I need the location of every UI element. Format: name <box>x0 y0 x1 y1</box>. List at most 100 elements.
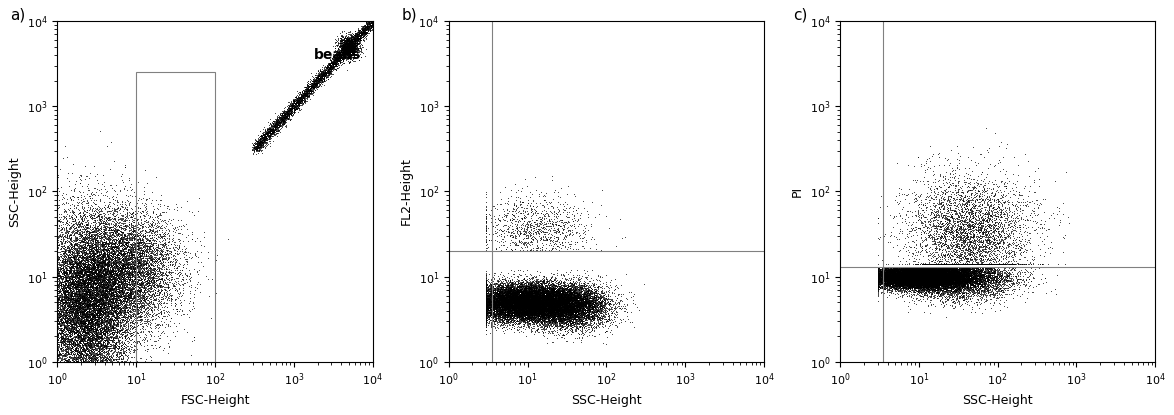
Point <box>295 100 313 107</box>
Point <box>546 300 565 307</box>
Point <box>885 271 904 278</box>
Point <box>607 304 626 311</box>
Point <box>909 280 927 287</box>
Point <box>945 272 964 279</box>
Point <box>53 320 72 327</box>
Point <box>558 315 576 322</box>
Point <box>342 43 360 49</box>
Point <box>100 330 119 337</box>
Point <box>79 298 97 305</box>
Point <box>48 280 67 287</box>
Point <box>533 214 552 221</box>
Point <box>66 352 85 359</box>
Point <box>512 287 531 293</box>
Point <box>500 282 519 288</box>
Point <box>86 319 104 325</box>
Point <box>143 219 162 225</box>
Point <box>542 289 561 296</box>
Point <box>97 283 116 289</box>
Point <box>963 276 981 283</box>
Point <box>48 302 67 309</box>
Point <box>97 293 116 300</box>
Point <box>959 264 978 270</box>
Point <box>521 303 540 310</box>
Point <box>74 273 93 280</box>
Point <box>120 250 139 256</box>
Point <box>976 265 994 271</box>
Point <box>905 269 924 275</box>
Point <box>144 298 163 305</box>
Point <box>490 299 508 305</box>
Point <box>886 275 905 282</box>
Point <box>940 275 959 281</box>
Point <box>328 55 346 62</box>
Point <box>103 325 122 332</box>
Point <box>481 283 500 289</box>
Point <box>514 299 533 306</box>
Point <box>967 281 986 288</box>
Point <box>913 283 932 289</box>
Point <box>491 312 510 319</box>
Point <box>288 101 306 108</box>
Point <box>153 256 171 262</box>
Point <box>76 304 95 311</box>
Point <box>517 306 535 312</box>
Point <box>869 275 888 281</box>
Point <box>493 293 512 299</box>
Point <box>519 290 538 297</box>
Point <box>493 303 512 310</box>
Point <box>50 354 69 360</box>
Point <box>477 247 495 254</box>
Point <box>63 359 82 365</box>
Point <box>72 244 90 250</box>
Point <box>979 272 998 279</box>
Point <box>883 279 902 286</box>
Point <box>94 247 113 254</box>
Point <box>944 279 963 286</box>
Point <box>83 260 102 267</box>
Point <box>93 322 112 328</box>
Point <box>147 292 166 298</box>
Point <box>895 281 913 288</box>
Point <box>477 301 495 308</box>
Point <box>538 313 556 320</box>
Point <box>525 301 544 308</box>
Point <box>519 292 538 299</box>
Point <box>882 269 900 275</box>
Point <box>337 46 356 53</box>
Point <box>541 306 560 312</box>
Point <box>539 295 558 302</box>
Point <box>477 301 495 308</box>
Point <box>956 228 974 235</box>
Point <box>937 271 956 277</box>
Point <box>573 300 592 306</box>
Point <box>541 207 560 214</box>
Point <box>147 275 166 282</box>
Point <box>66 336 85 342</box>
Point <box>48 263 67 270</box>
Point <box>109 227 128 233</box>
Point <box>545 286 564 293</box>
Point <box>540 293 559 299</box>
Point <box>956 254 974 261</box>
Point <box>272 110 291 117</box>
Point <box>566 308 585 314</box>
Point <box>131 287 150 294</box>
Point <box>487 314 506 321</box>
Point <box>953 290 972 297</box>
Point <box>89 205 108 212</box>
Point <box>92 241 110 247</box>
Point <box>891 270 910 276</box>
Point <box>504 295 522 301</box>
Point <box>100 295 119 302</box>
Point <box>953 277 972 283</box>
Point <box>170 254 189 261</box>
Point <box>544 303 562 310</box>
Point <box>555 248 574 254</box>
Point <box>925 272 944 278</box>
Point <box>89 340 108 347</box>
Point <box>154 277 173 284</box>
Point <box>48 325 67 332</box>
Point <box>96 354 115 360</box>
Point <box>979 273 998 280</box>
